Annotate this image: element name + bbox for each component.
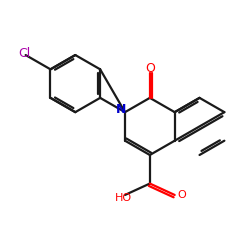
Text: O: O xyxy=(178,190,186,200)
Text: O: O xyxy=(145,62,155,75)
Text: N: N xyxy=(116,103,126,116)
Text: HO: HO xyxy=(115,193,132,203)
Text: Cl: Cl xyxy=(18,47,30,60)
